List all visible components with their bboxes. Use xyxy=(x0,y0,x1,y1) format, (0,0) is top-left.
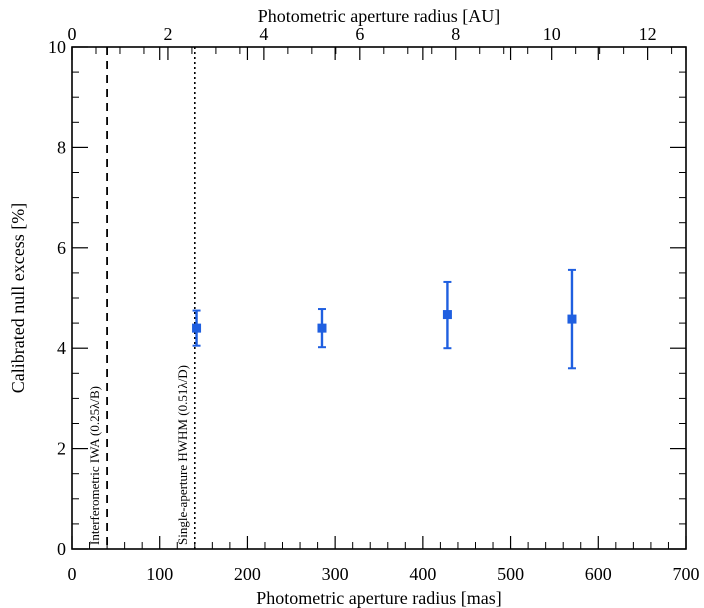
y-tick-label: 2 xyxy=(57,439,66,459)
y-axis-label: Calibrated null excess [%] xyxy=(8,203,28,393)
x2-tick-label: 2 xyxy=(163,24,172,44)
data-point xyxy=(317,323,327,333)
x-tick-label: 700 xyxy=(673,564,700,584)
x2-tick-label: 8 xyxy=(451,24,460,44)
x-tick-label: 200 xyxy=(234,564,261,584)
hwhm-label: Single-aperture HWHM (0.51λ/D) xyxy=(175,365,190,545)
data-point xyxy=(442,310,452,320)
data-points xyxy=(192,268,577,370)
x-tick-label: 400 xyxy=(409,564,436,584)
y-tick-label: 0 xyxy=(57,539,66,559)
x-tick-label: 100 xyxy=(146,564,173,584)
data-point xyxy=(567,314,577,324)
y-tick-label: 6 xyxy=(57,238,66,258)
x2-tick-label: 10 xyxy=(543,24,561,44)
x2-tick-label: 6 xyxy=(355,24,364,44)
x2-tick-label: 12 xyxy=(639,24,657,44)
y-tick-label: 10 xyxy=(48,37,66,57)
x-tick-label: 600 xyxy=(585,564,612,584)
x2-tick-label: 4 xyxy=(259,24,268,44)
x-tick-label: 300 xyxy=(322,564,349,584)
x2-tick-label: 0 xyxy=(68,24,77,44)
x-axis-label: Photometric aperture radius [mas] xyxy=(256,588,501,608)
iwa-label: Interferometric IWA (0.25λ/B) xyxy=(87,386,102,545)
y-tick-label: 4 xyxy=(57,338,66,358)
x-tick-label: 500 xyxy=(497,564,524,584)
reference-lines: Interferometric IWA (0.25λ/B) Single-aper… xyxy=(87,47,196,549)
data-point xyxy=(192,323,202,333)
plot-frame xyxy=(71,46,687,550)
axis-ticks: 0 100 200 300 400 500 600 700 0 2 4 6 8 10 12 0 2 4 6 8 10 xyxy=(48,24,700,584)
x2-axis-label: Photometric aperture radius [AU] xyxy=(258,6,500,26)
x-tick-label: 0 xyxy=(68,564,77,584)
y-tick-label: 8 xyxy=(57,137,66,157)
